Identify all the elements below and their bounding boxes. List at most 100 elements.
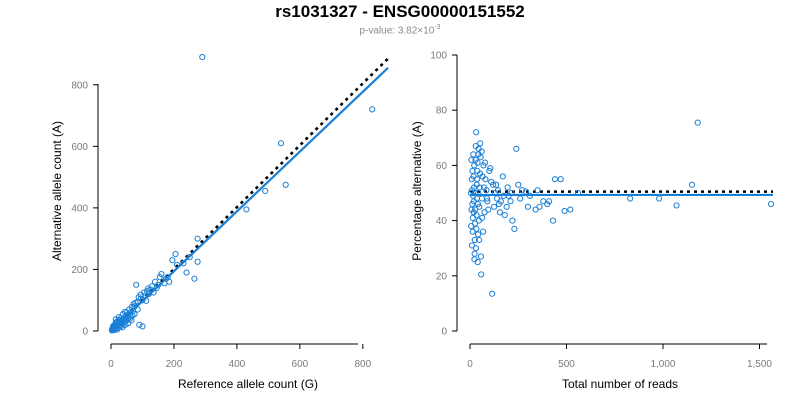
pvalue-subtitle: p-value: 3.82×10-3: [0, 24, 800, 36]
right-data-point: [468, 206, 475, 213]
left-data-point: [116, 316, 123, 324]
right-y-ticks: 0 20 40 60 80 100: [430, 51, 457, 338]
right-data-point: [479, 214, 486, 221]
left-y-tick-label: 0: [82, 327, 88, 338]
left-data-point: [137, 291, 144, 298]
left-data-point: [120, 321, 127, 328]
right-data-point: [534, 187, 541, 194]
left-data-point: [139, 297, 146, 304]
left-data-point: [151, 278, 159, 285]
right-data-point: [481, 209, 488, 216]
pvalue-text: p-value: 3.82×10: [359, 25, 435, 37]
right-data-point: [483, 195, 491, 202]
right-x-tick-label: 0: [467, 359, 473, 370]
right-data-point: [549, 217, 557, 224]
left-y-tick-label: 400: [71, 203, 88, 214]
right-data-point: [468, 242, 476, 249]
right-x-tick-label: 1,000: [650, 359, 675, 370]
right-data-point: [508, 189, 515, 197]
right-data-point: [480, 184, 487, 191]
right-data-point: [475, 231, 482, 238]
right-data-point: [492, 181, 500, 188]
right-data-point: [503, 203, 510, 210]
right-data-point: [561, 207, 568, 215]
right-data-point: [551, 176, 559, 183]
left-data-point: [134, 306, 141, 313]
left-data-point: [158, 270, 165, 278]
right-data-point: [515, 181, 522, 188]
left-x-axis-label: Reference allele count (G): [178, 377, 318, 391]
left-x-tick-label: 800: [354, 359, 371, 370]
right-x-tick-label: 500: [558, 359, 575, 370]
left-data-point: [150, 289, 157, 296]
right-data-point: [481, 159, 489, 166]
left-data-point: [143, 297, 150, 304]
left-data-point: [180, 260, 187, 267]
right-data-point: [574, 189, 582, 197]
left-data-point: [199, 53, 206, 61]
left-data-point: [164, 274, 171, 281]
right-data-point: [489, 290, 496, 297]
right-data-point: [478, 271, 485, 278]
right-data-point: [673, 202, 680, 209]
left-data-point: [123, 309, 130, 316]
left-data-point: [172, 250, 179, 258]
right-data-point: [468, 176, 475, 183]
right-data-point: [495, 200, 503, 208]
left-data-point: [277, 140, 285, 147]
pvalue-exponent: -3: [434, 24, 441, 31]
right-data-point: [473, 225, 480, 232]
right-data-point: [507, 198, 514, 205]
right-x-axis-label: Total number of reads: [562, 377, 678, 391]
right-data-point: [501, 211, 508, 219]
right-data-point: [517, 195, 524, 202]
right-data-point: [496, 209, 504, 216]
right-data-point: [472, 245, 480, 252]
left-data-point: [155, 281, 162, 288]
right-data-point: [522, 188, 530, 195]
left-y-ticks: 0 200 400 600 800: [71, 80, 98, 338]
left-data-point: [123, 317, 130, 324]
right-data-point: [513, 145, 520, 152]
right-y-tick-label: 100: [430, 51, 447, 62]
left-data-point: [191, 275, 198, 282]
left-data-point: [169, 257, 176, 264]
right-data-point: [469, 187, 476, 194]
right-data-point: [475, 236, 483, 244]
left-data-point: [183, 269, 190, 276]
left-data-point: [114, 324, 121, 332]
right-data-point: [474, 176, 481, 183]
right-data-point: [546, 198, 553, 205]
right-data-point: [467, 189, 475, 197]
right-data-point: [472, 156, 479, 163]
right-data-point: [478, 195, 486, 202]
right-y-tick-label: 0: [441, 327, 447, 338]
right-data-point: [470, 151, 477, 158]
left-data-point: [194, 258, 201, 265]
left-data-point: [282, 181, 289, 188]
left-x-tick-label: 200: [166, 359, 183, 370]
left-data-point: [186, 254, 193, 261]
right-data-point: [519, 187, 526, 194]
left-data-point: [128, 303, 135, 311]
left-y-axis-label: Alternative allele count (A): [50, 121, 64, 261]
right-data-point: [511, 225, 518, 232]
right-y-tick-label: 80: [436, 106, 448, 117]
right-data-point: [567, 206, 574, 213]
right-data-point: [468, 223, 475, 230]
right-data-point: [478, 148, 485, 155]
left-data-point: [174, 261, 181, 268]
right-x-ticks: 0 500 1,000 1,500: [467, 344, 772, 370]
right-data-point: [469, 228, 476, 235]
right-data-point: [694, 119, 701, 126]
right-data-point: [494, 187, 502, 194]
right-data-point: [471, 256, 478, 263]
right-data-point: [468, 156, 475, 163]
left-data-point: [132, 299, 139, 306]
right-data-point: [500, 192, 507, 199]
right-data-point: [688, 181, 696, 188]
left-data-point: [369, 106, 376, 113]
left-data-point: [139, 323, 146, 330]
